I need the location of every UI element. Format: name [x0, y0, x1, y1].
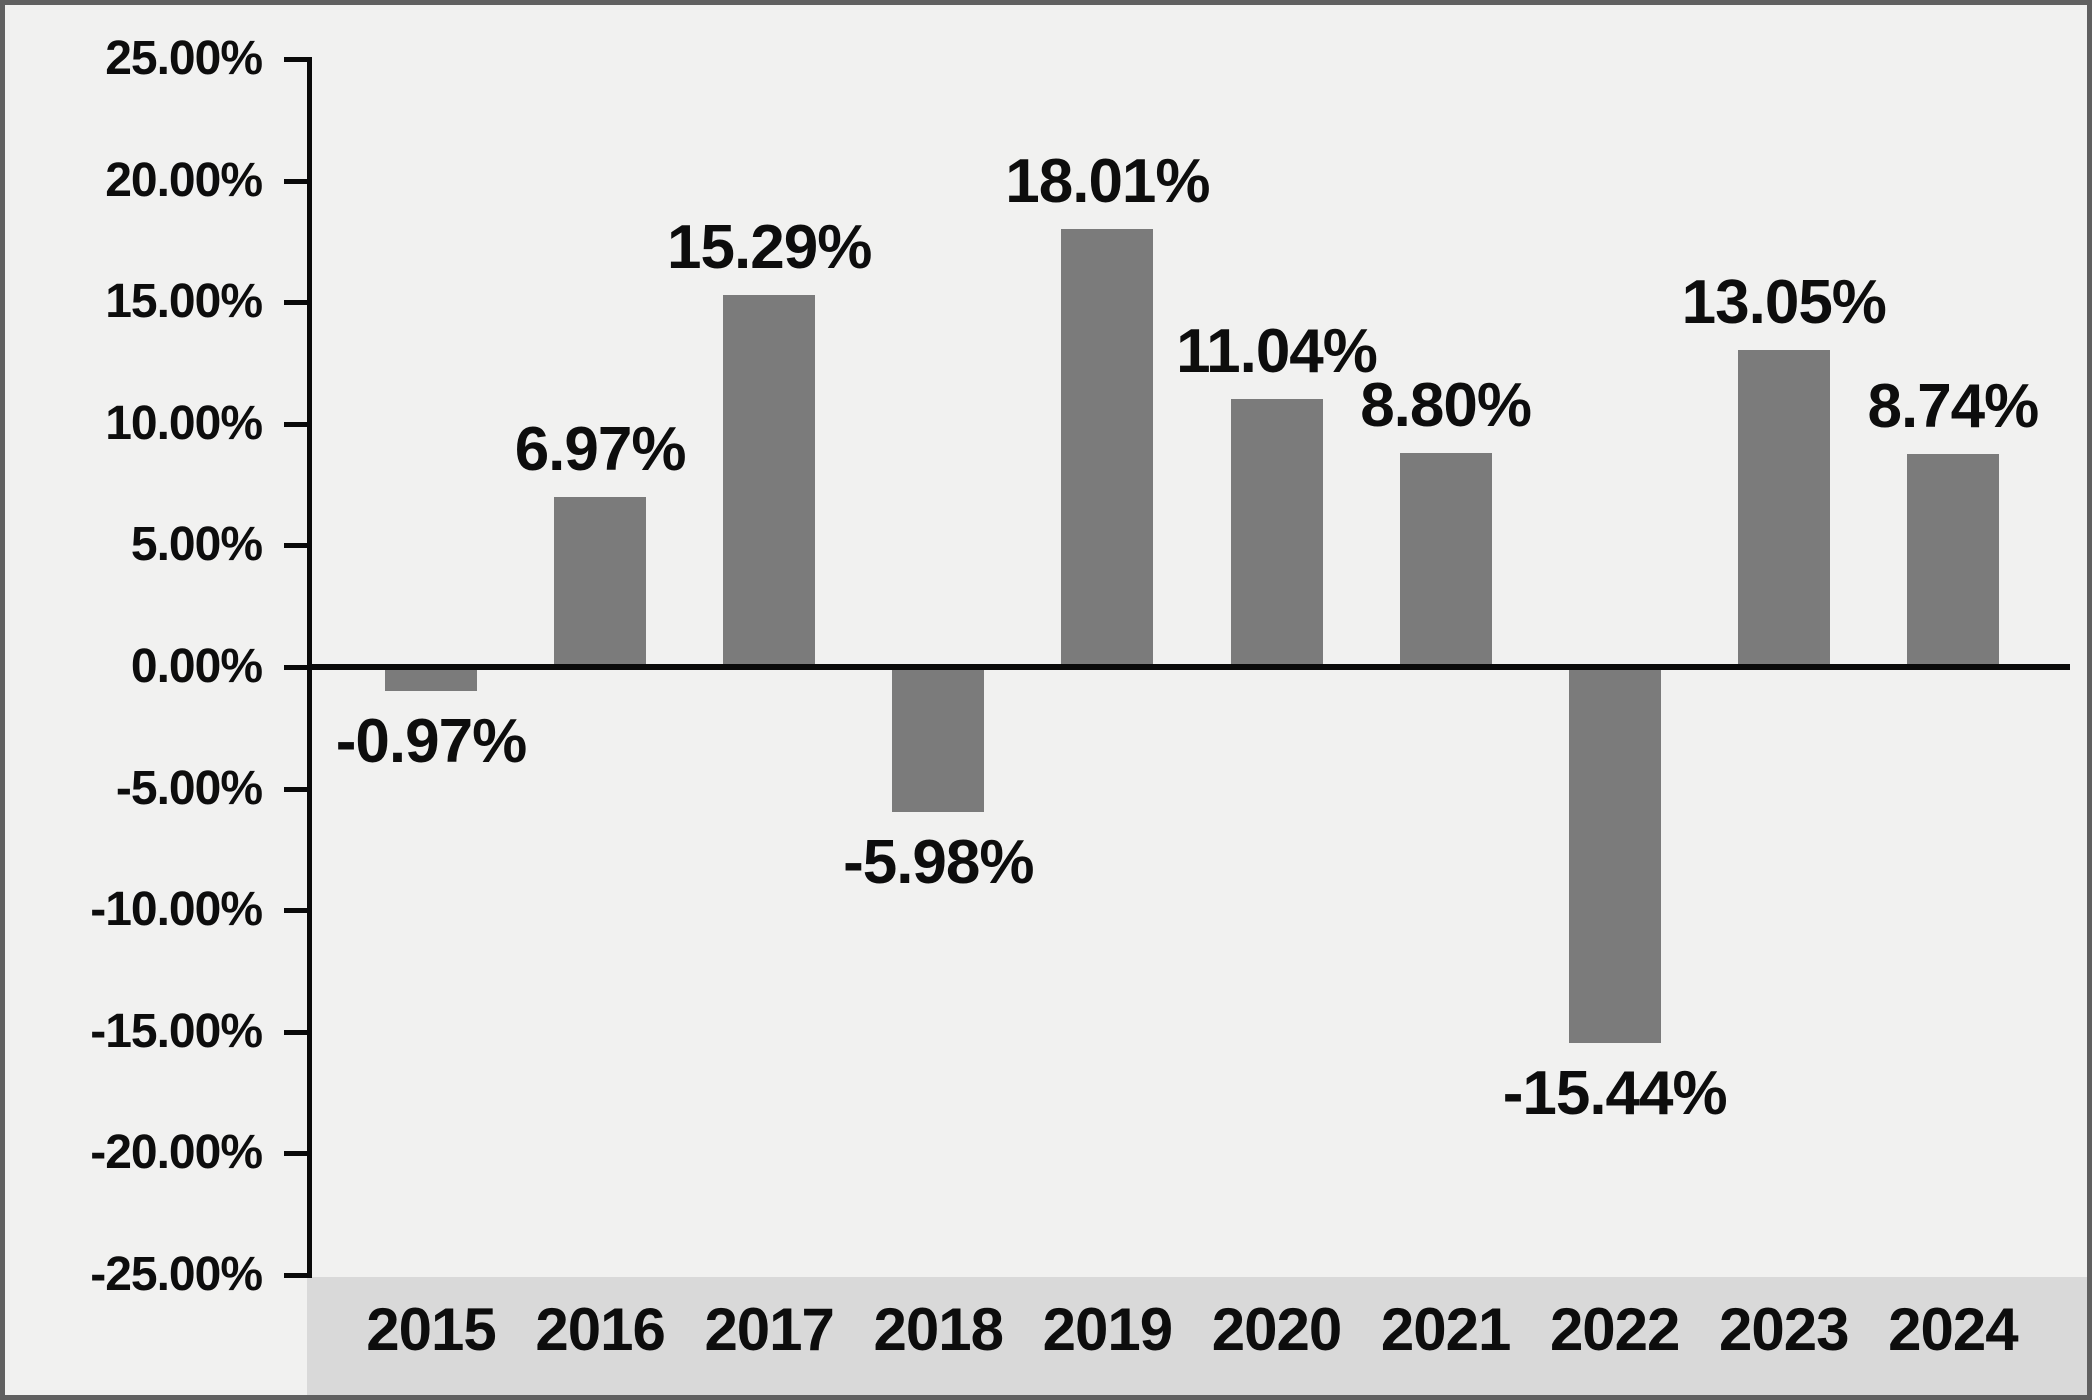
y-axis-label: 10.00%: [105, 396, 263, 450]
y-tick: [284, 786, 312, 792]
bar: [385, 667, 477, 691]
x-axis-label: 2019: [1042, 1296, 1173, 1363]
bar-value-label: 13.05%: [1681, 267, 1887, 337]
y-axis-label: 5.00%: [130, 518, 263, 572]
bar: [1737, 349, 1830, 667]
bar: [1230, 398, 1323, 667]
x-axis-label: 2024: [1888, 1296, 2018, 1363]
y-tick: [284, 57, 312, 62]
bar-value-label: -0.97%: [335, 706, 527, 776]
y-tick: [284, 300, 312, 306]
y-tick: [284, 908, 312, 914]
x-axis-strip: [307, 1277, 2092, 1400]
bar-value-label: -5.98%: [843, 828, 1034, 898]
y-tick: [284, 543, 312, 549]
y-axis-label: 15.00%: [105, 275, 263, 329]
y-tick: [284, 665, 312, 670]
x-axis-label: 2021: [1380, 1296, 1511, 1363]
bar: [1061, 228, 1154, 667]
y-axis-label: 25.00%: [105, 32, 263, 85]
x-axis-label: 2018: [873, 1296, 1004, 1363]
x-axis-label: 2017: [704, 1296, 834, 1363]
x-axis-label: 2016: [535, 1296, 665, 1363]
y-tick: [284, 421, 312, 427]
bar-value-label: 6.97%: [514, 415, 687, 485]
y-axis-label: -20.00%: [90, 1126, 263, 1180]
y-axis-label: 0.00%: [130, 640, 263, 693]
y-axis-label: -5.00%: [115, 761, 263, 815]
bar-value-label: 8.74%: [1867, 372, 2039, 442]
zero-gridline: [307, 664, 2070, 670]
y-axis-label: 20.00%: [105, 153, 263, 207]
bar-value-label: 15.29%: [667, 213, 872, 283]
x-axis-label: 2015: [366, 1296, 496, 1363]
bar: [1399, 452, 1492, 667]
bar: [1568, 667, 1661, 1043]
y-axis-label: -15.00%: [90, 1004, 263, 1058]
y-tick: [284, 1029, 312, 1035]
y-tick: [284, 178, 312, 184]
bar-value-label: -15.44%: [1502, 1058, 1728, 1128]
bar: [892, 667, 985, 813]
bar: [1906, 454, 1999, 667]
bar-value-label: 8.80%: [1360, 370, 1532, 440]
x-axis-label: 2022: [1549, 1296, 1680, 1363]
y-tick: [284, 1273, 312, 1278]
bar: [554, 497, 647, 667]
x-axis-label: 2020: [1211, 1296, 1342, 1363]
y-axis-label: -10.00%: [90, 883, 263, 937]
y-tick: [284, 1151, 312, 1157]
bar-value-label: 11.04%: [1176, 316, 1378, 386]
bar: [723, 295, 816, 667]
y-axis-label: -25.00%: [90, 1248, 263, 1301]
bar-value-label: 18.01%: [1005, 146, 1210, 216]
x-axis-label: 2023: [1719, 1296, 1849, 1363]
